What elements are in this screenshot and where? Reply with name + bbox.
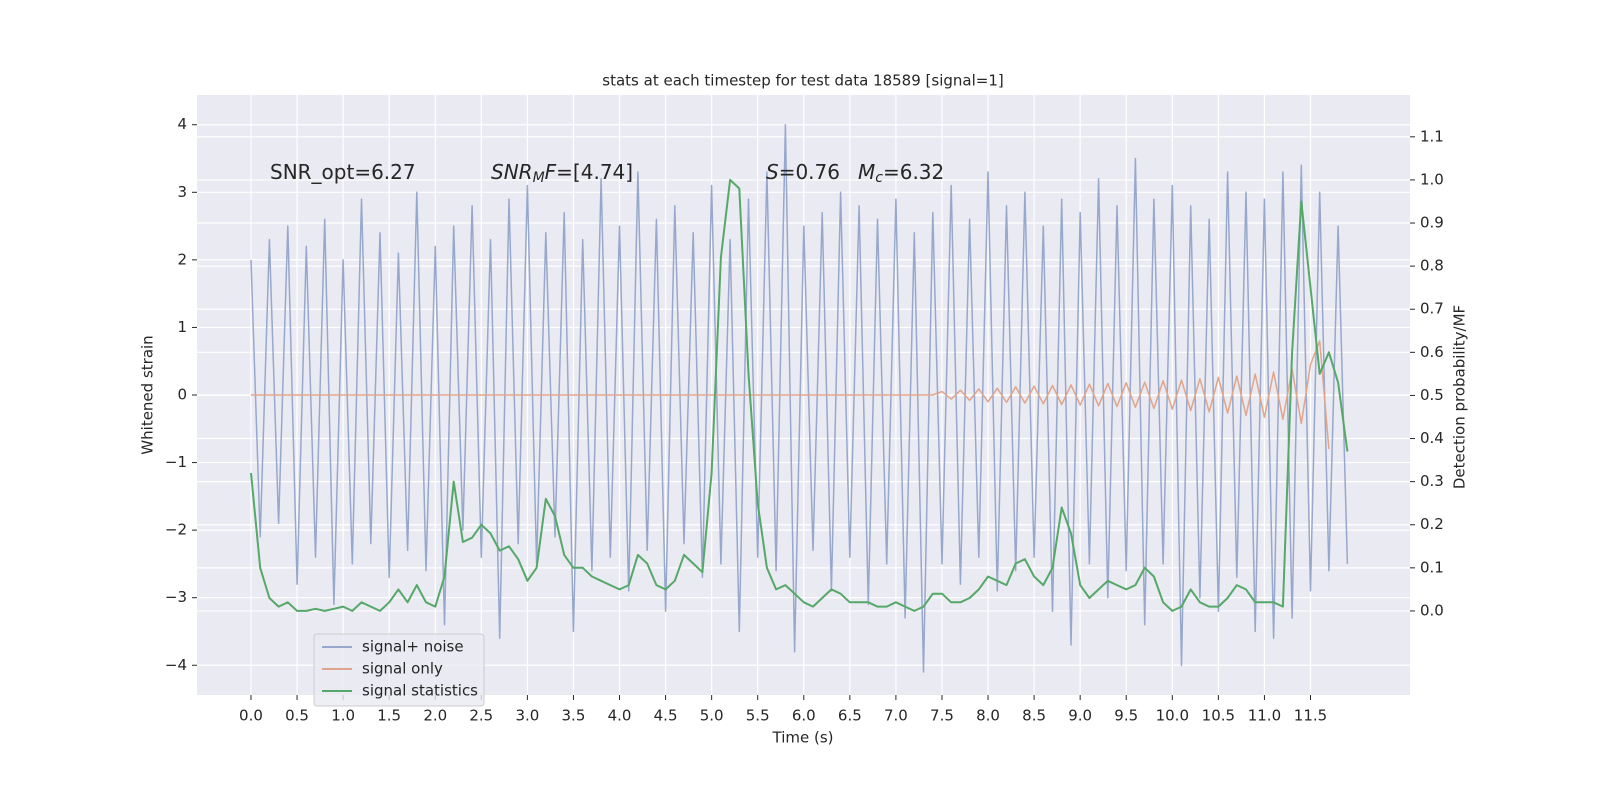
y-tick-label: −2 bbox=[165, 521, 187, 539]
annotation-part: =[4.74] bbox=[556, 160, 633, 184]
y-tick-label: 2 bbox=[177, 250, 187, 268]
y2-tick-label: 1.1 bbox=[1420, 127, 1444, 145]
y2-tick-label: 0.9 bbox=[1420, 214, 1444, 232]
x-tick-label: 11.0 bbox=[1248, 707, 1281, 725]
y2-axis-label: Detection probability/MF bbox=[1451, 305, 1469, 489]
annotation: SNRMF=[4.74] bbox=[491, 160, 633, 187]
y2-tick-label: 0.8 bbox=[1420, 257, 1444, 275]
x-tick-label: 0.5 bbox=[285, 707, 309, 725]
annotation-part: =6.32 bbox=[883, 160, 944, 184]
x-tick-label: 1.5 bbox=[377, 707, 401, 725]
legend-label: signal statistics bbox=[362, 682, 478, 700]
annotation-part: SNR_opt=6.27 bbox=[270, 160, 416, 184]
chart-title: stats at each timestep for test data 185… bbox=[602, 72, 1003, 90]
y-tick-label: −1 bbox=[165, 453, 187, 471]
y2-tick-label: 0.5 bbox=[1420, 386, 1444, 404]
x-tick-label: 8.5 bbox=[1022, 707, 1046, 725]
x-tick-label: 5.5 bbox=[746, 707, 770, 725]
x-tick-label: 3.0 bbox=[515, 707, 539, 725]
series-line bbox=[251, 340, 1330, 450]
x-axis-label: Time (s) bbox=[772, 729, 834, 747]
x-tick-label: 2.5 bbox=[469, 707, 493, 725]
x-tick-label: 0.0 bbox=[239, 707, 263, 725]
x-tick-label: 4.0 bbox=[608, 707, 632, 725]
x-tick-label: 2.0 bbox=[423, 707, 447, 725]
x-tick-label: 8.0 bbox=[976, 707, 1000, 725]
legend-label: signal only bbox=[362, 660, 443, 678]
annotation-part: S bbox=[766, 160, 779, 184]
annotation: Mc=6.32 bbox=[858, 160, 944, 187]
x-tick-label: 5.0 bbox=[700, 707, 724, 725]
annotation: SNR_opt=6.27 bbox=[270, 160, 416, 184]
y2-tick-label: 0.7 bbox=[1420, 300, 1444, 318]
y2-tick-label: 0.6 bbox=[1420, 343, 1444, 361]
annotation-part: M bbox=[858, 160, 875, 184]
y2-tick-label: 0.0 bbox=[1420, 601, 1444, 619]
y-tick-label: 1 bbox=[177, 318, 187, 336]
series-line bbox=[250, 123, 1349, 673]
x-tick-label: 4.5 bbox=[654, 707, 678, 725]
x-tick-label: 6.5 bbox=[838, 707, 862, 725]
legend: signal+ noise signal only signal statistic… bbox=[313, 633, 485, 707]
annotation-part: M bbox=[533, 170, 545, 186]
y2-tick-label: 0.3 bbox=[1420, 472, 1444, 490]
x-tick-label: 11.5 bbox=[1294, 707, 1327, 725]
x-tick-label: 10.0 bbox=[1156, 707, 1189, 725]
annotation: S=0.76 bbox=[766, 160, 840, 184]
y-tick-label: −3 bbox=[165, 588, 187, 606]
x-tick-label: 9.0 bbox=[1068, 707, 1092, 725]
x-tick-label: 3.5 bbox=[562, 707, 586, 725]
y-tick-label: 0 bbox=[177, 386, 187, 404]
x-tick-label: 6.0 bbox=[792, 707, 816, 725]
x-tick-label: 7.5 bbox=[930, 707, 954, 725]
annotation-part: =0.76 bbox=[779, 160, 840, 184]
y-tick-label: 4 bbox=[177, 115, 187, 133]
y-axis-label: Whitened strain bbox=[139, 335, 157, 454]
legend-box bbox=[313, 633, 485, 707]
annotation-part: F bbox=[545, 160, 557, 184]
series-line bbox=[250, 178, 1349, 612]
y2-tick-label: 1.0 bbox=[1420, 170, 1444, 188]
annotation-part: c bbox=[875, 170, 883, 186]
legend-label: signal+ noise bbox=[362, 638, 464, 656]
y2-tick-label: 0.2 bbox=[1420, 515, 1444, 533]
annotation-part: SNR bbox=[491, 160, 533, 184]
y-tick-label: 3 bbox=[177, 183, 187, 201]
x-tick-label: 10.5 bbox=[1202, 707, 1235, 725]
y2-tick-label: 0.4 bbox=[1420, 429, 1444, 447]
x-tick-label: 9.5 bbox=[1114, 707, 1138, 725]
x-tick-label: 1.0 bbox=[331, 707, 355, 725]
x-tick-label: 7.0 bbox=[884, 707, 908, 725]
y-tick-label: −4 bbox=[165, 656, 187, 674]
y2-tick-label: 0.1 bbox=[1420, 558, 1444, 576]
